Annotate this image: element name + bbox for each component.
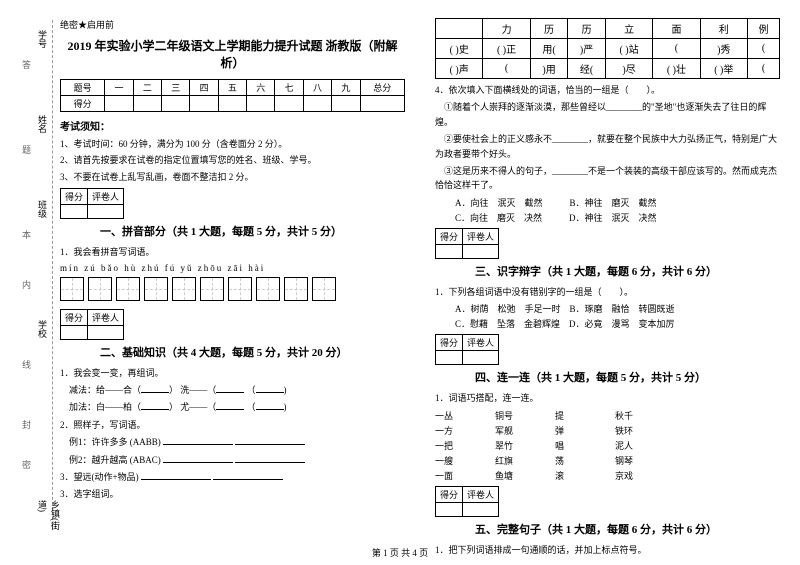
- section-3-title: 三、识字辩字（共 1 大题，每题 6 分，共计 6 分）: [475, 263, 780, 279]
- side-hint: 封: [20, 420, 33, 429]
- score-col: 二: [133, 80, 161, 96]
- left-column: 绝密★启用前 2019 年实验小学二年级语文上学期能力提升试题 浙教版（附解析）…: [60, 18, 405, 540]
- score-col: 一: [105, 80, 133, 96]
- score-col: 八: [303, 80, 331, 96]
- option-a[interactable]: A．向往 泯灭 截然 B．神往 磨灭 截然: [455, 196, 780, 209]
- q-text: 3．选字组词。: [60, 487, 405, 501]
- grader-box: 得分评卷人: [60, 309, 124, 340]
- side-hint: 线: [20, 360, 33, 369]
- grader-box: 得分 评卷人: [60, 188, 124, 219]
- grader-box: 得分评卷人: [435, 486, 499, 517]
- side-hint: 答: [20, 60, 33, 69]
- example-line: 例2：越升越高 (ABAC): [60, 453, 405, 467]
- section-1-title: 一、拼音部分（共 1 大题，每题 5 分，共计 5 分）: [100, 223, 405, 239]
- score-col: 五: [218, 80, 246, 96]
- q4-p1: ①随着个人崇拜的逐渐淡漠，那些曾经以________的"圣地"也逐渐失去了往日的…: [435, 100, 780, 129]
- side-label: 学号: [36, 30, 49, 48]
- option-c[interactable]: C．向往 磨灭 决然 D．神往 泯灭 决然: [455, 211, 780, 224]
- pinyin-line: mín zú bǎo hù zhú fú yǔ zhōu zāi hài: [60, 263, 405, 273]
- mini-grader: 评卷人: [88, 189, 124, 205]
- char-table: 力历历立面利例 ( )史( )正用( )严( )站( )秀( ( )声( )用经…: [435, 18, 780, 79]
- example-line: 例1：许许多多 (AABB): [60, 435, 405, 449]
- match-row[interactable]: 一面鱼塘滚京戏: [435, 469, 780, 482]
- score-col: 三: [162, 80, 190, 96]
- q-text: 3．望远(动作+物品): [60, 470, 405, 484]
- side-hint: 内: [20, 280, 33, 289]
- score-col: 六: [247, 80, 275, 96]
- score-col: 九: [332, 80, 360, 96]
- option-line[interactable]: A．树荫 松弛 手足一时 B．琢磨 融恰 转圆既逝: [455, 302, 780, 315]
- option-line[interactable]: C．慰藉 坠落 金碧辉煌 D．必竟 漫骂 变本加厉: [455, 317, 780, 330]
- mini-score: 得分: [61, 189, 88, 205]
- tianzi-cell[interactable]: [60, 277, 84, 301]
- grader-box: 得分评卷人: [435, 334, 499, 365]
- page-footer: 第 1 页 共 4 页: [0, 546, 800, 559]
- q1-text: 1．我会看拼音写词语。: [60, 245, 405, 259]
- side-label: 姓名: [36, 115, 49, 133]
- side-label: 学校: [36, 320, 49, 338]
- match-row[interactable]: 一艘红旗荡钢琴: [435, 454, 780, 467]
- q-text: 1．词语巧搭配，连一连。: [435, 391, 780, 405]
- notice-item: 2、请首先按要求在试卷的指定位置填写您的姓名、班级、学号。: [60, 153, 405, 167]
- side-label: 乡镇(街道): [36, 500, 62, 530]
- tianzi-row: [60, 277, 405, 301]
- score-col: 四: [190, 80, 218, 96]
- q4-p2: ②要使社会上的正义感永不________，就要在整个民族中大力弘扬正气，特别是广…: [435, 132, 780, 161]
- side-hint: 题: [20, 145, 33, 154]
- section-2-title: 二、基础知识（共 4 大题，每题 5 分，共计 20 分）: [100, 344, 405, 360]
- fill-line: 加法：白——柏（） 尤——（ （): [60, 400, 405, 414]
- grader-box: 得分评卷人: [435, 228, 499, 259]
- exam-title: 2019 年实验小学二年级语文上学期能力提升试题 浙教版（附解析）: [60, 37, 405, 71]
- page-content: 绝密★启用前 2019 年实验小学二年级语文上学期能力提升试题 浙教版（附解析）…: [0, 0, 800, 540]
- score-table: 题号 一 二 三 四 五 六 七 八 九 总分 得分: [60, 79, 405, 112]
- q-text: 1．我会变一变，再组词。: [60, 366, 405, 380]
- q-text: 2．照样子，写词语。: [60, 418, 405, 432]
- side-hint: 本: [20, 230, 33, 239]
- section-4-title: 四、连一连（共 1 大题，每题 5 分，共计 5 分）: [475, 369, 780, 385]
- notice-list: 1、考试时间：60 分钟，满分为 100 分（含卷面分 2 分）。 2、请首先按…: [60, 137, 405, 184]
- score-row-label: 得分: [61, 96, 105, 112]
- binding-sidebar: 学号 答 姓名 题 班级 本 内 学校 线 封 密 乡镇(街道): [8, 20, 53, 530]
- right-column: 力历历立面利例 ( )史( )正用( )严( )站( )秀( ( )声( )用经…: [435, 18, 780, 540]
- section-5-title: 五、完整句子（共 1 大题，每题 6 分，共计 6 分）: [475, 521, 780, 537]
- notice-item: 3、不要在试卷上乱写乱画，卷面不整洁扣 2 分。: [60, 170, 405, 184]
- match-row[interactable]: 一丛铜号提秋千: [435, 409, 780, 422]
- fill-line: 减法：给——合（） 洗——（ （): [60, 383, 405, 397]
- q4-p3: ③这是历来不得人的句子，________不是一个装装的高级干部应该写的。然而成克…: [435, 164, 780, 193]
- score-col: 七: [275, 80, 303, 96]
- q4-stem: 4．依次填入下面横线处的词语，恰当的一组是（ ）。: [435, 83, 780, 97]
- side-label: 班级: [36, 200, 49, 218]
- notice-heading: 考试须知：: [60, 118, 405, 133]
- side-hint: 密: [20, 460, 33, 469]
- match-row[interactable]: 一把翠竹唱泥人: [435, 439, 780, 452]
- notice-item: 1、考试时间：60 分钟，满分为 100 分（含卷面分 2 分）。: [60, 137, 405, 151]
- score-col: 题号: [61, 80, 105, 96]
- secret-label: 绝密★启用前: [60, 18, 405, 31]
- score-col: 总分: [360, 80, 404, 96]
- q-text: 1．下列各组词语中没有错别字的一组是（ ）。: [435, 285, 780, 299]
- match-row[interactable]: 一方军舰弹铁环: [435, 424, 780, 437]
- score-cell[interactable]: [105, 96, 133, 112]
